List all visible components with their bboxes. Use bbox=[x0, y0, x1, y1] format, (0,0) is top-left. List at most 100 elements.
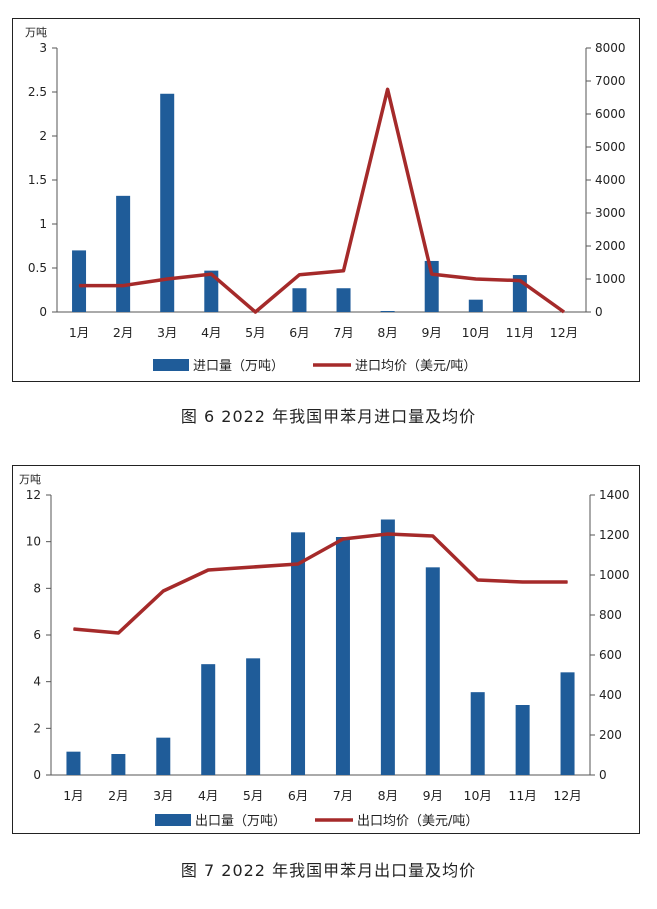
price-point bbox=[342, 538, 344, 540]
bar bbox=[560, 672, 575, 775]
right-tick-label: 1000 bbox=[595, 272, 626, 286]
legend-line-label: 进口均价（美元/吨） bbox=[355, 359, 476, 374]
bar bbox=[380, 311, 395, 312]
left-tick-label: 0.5 bbox=[28, 261, 47, 275]
price-point bbox=[431, 273, 433, 275]
left-tick-label: 12 bbox=[26, 488, 41, 502]
x-tick-label: 10月 bbox=[462, 325, 490, 340]
x-tick-label: 6月 bbox=[288, 788, 308, 803]
price-point bbox=[72, 628, 74, 630]
right-tick-label: 1000 bbox=[599, 568, 630, 582]
right-tick-label: 0 bbox=[599, 768, 607, 782]
bar bbox=[116, 195, 131, 312]
x-tick-label: 4月 bbox=[198, 788, 218, 803]
left-tick-label: 2 bbox=[33, 721, 41, 735]
x-tick-label: 4月 bbox=[201, 325, 221, 340]
export-chart: 万吨 0 2 4 6 8 10 12 0 200 400 600 800 1000 1200 1400 1月 2月… bbox=[12, 465, 640, 834]
right-tick-label: 600 bbox=[599, 648, 622, 662]
x-tick-label: 5月 bbox=[243, 788, 263, 803]
y-axis-unit-label: 万吨 bbox=[19, 473, 41, 486]
bar bbox=[380, 519, 395, 775]
x-tick-label: 7月 bbox=[333, 325, 353, 340]
bar bbox=[160, 93, 175, 312]
x-tick-label: 1月 bbox=[63, 788, 83, 803]
bar bbox=[156, 737, 171, 775]
left-tick-label: 6 bbox=[33, 628, 41, 642]
right-tick-label: 2000 bbox=[595, 239, 626, 253]
price-point bbox=[343, 270, 345, 272]
legend-bar-label: 出口量（万吨） bbox=[195, 814, 286, 829]
x-tick-label: 5月 bbox=[245, 325, 265, 340]
legend-bar-swatch bbox=[155, 814, 191, 826]
x-tick-label: 10月 bbox=[464, 788, 492, 803]
bar bbox=[201, 664, 216, 775]
left-tick-label: 4 bbox=[33, 675, 41, 689]
price-point bbox=[477, 579, 479, 581]
left-tick-label: 2.5 bbox=[28, 85, 47, 99]
x-tick-label: 8月 bbox=[378, 788, 398, 803]
bar bbox=[204, 270, 219, 312]
left-tick-label: 8 bbox=[33, 581, 41, 595]
price-point bbox=[254, 311, 256, 313]
left-tick-label: 2 bbox=[39, 129, 47, 143]
price-line bbox=[73, 532, 568, 635]
right-tick-label: 4000 bbox=[595, 173, 626, 187]
price-line bbox=[79, 87, 566, 314]
bar bbox=[292, 288, 307, 312]
price-point bbox=[563, 311, 565, 313]
price-point bbox=[522, 581, 524, 583]
price-point bbox=[519, 280, 521, 282]
price-point bbox=[298, 274, 300, 276]
export-chart-svg: 万吨 0 2 4 6 8 10 12 0 200 400 600 800 1000 1200 1400 1月 2月… bbox=[19, 473, 630, 829]
right-tick-label: 1400 bbox=[599, 488, 630, 502]
import-chart-svg: 万吨 0 0.5 1 1.5 2 2.5 3 0 1000 2000 3000 4000 5000 6000… bbox=[25, 26, 626, 374]
right-tick-label: 3000 bbox=[595, 206, 626, 220]
price-point bbox=[432, 535, 434, 537]
legend-line-label: 出口均价（美元/吨） bbox=[357, 814, 478, 829]
price-point bbox=[166, 278, 168, 280]
bar bbox=[425, 567, 440, 775]
price-point bbox=[475, 278, 477, 280]
price-point bbox=[297, 563, 299, 565]
legend-bar-label: 进口量（万吨） bbox=[193, 359, 284, 374]
price-point bbox=[78, 285, 80, 287]
bar bbox=[111, 754, 126, 775]
bar bbox=[515, 705, 530, 775]
x-tick-label: 6月 bbox=[289, 325, 309, 340]
price-point bbox=[567, 581, 569, 583]
x-tick-label: 11月 bbox=[506, 325, 534, 340]
x-tick-label: 9月 bbox=[421, 325, 441, 340]
right-tick-label: 200 bbox=[599, 728, 622, 742]
x-tick-label: 1月 bbox=[69, 325, 89, 340]
bar bbox=[468, 299, 483, 312]
right-tick-label: 0 bbox=[595, 305, 603, 319]
x-tick-label: 7月 bbox=[333, 788, 353, 803]
right-tick-label: 5000 bbox=[595, 140, 626, 154]
export-chart-caption: 图 7 2022 年我国甲苯月出口量及均价 bbox=[180, 861, 477, 880]
right-tick-label: 7000 bbox=[595, 74, 626, 88]
x-tick-label: 12月 bbox=[553, 788, 581, 803]
x-tick-label: 2月 bbox=[113, 325, 133, 340]
right-tick-label: 800 bbox=[599, 608, 622, 622]
bar bbox=[470, 692, 485, 775]
x-tick-label: 9月 bbox=[423, 788, 443, 803]
price-point bbox=[387, 533, 389, 535]
left-tick-label: 3 bbox=[39, 41, 47, 55]
x-tick-label: 8月 bbox=[377, 325, 397, 340]
right-tick-label: 1200 bbox=[599, 528, 630, 542]
price-point bbox=[207, 569, 209, 571]
right-tick-label: 6000 bbox=[595, 107, 626, 121]
y-axis-unit-label: 万吨 bbox=[25, 26, 47, 39]
import-chart-caption: 图 6 2022 年我国甲苯月进口量及均价 bbox=[180, 407, 477, 426]
bar bbox=[72, 250, 87, 312]
price-point bbox=[117, 632, 119, 634]
x-tick-label: 11月 bbox=[508, 788, 536, 803]
price-point bbox=[122, 285, 124, 287]
import-chart: 万吨 0 0.5 1 1.5 2 2.5 3 0 1000 2000 3000 4000 5000 6000… bbox=[12, 18, 640, 382]
left-tick-label: 1 bbox=[39, 217, 47, 231]
right-tick-label: 400 bbox=[599, 688, 622, 702]
left-tick-label: 0 bbox=[33, 768, 41, 782]
left-tick-label: 10 bbox=[26, 535, 41, 549]
price-point bbox=[162, 590, 164, 592]
price-point bbox=[210, 273, 212, 275]
